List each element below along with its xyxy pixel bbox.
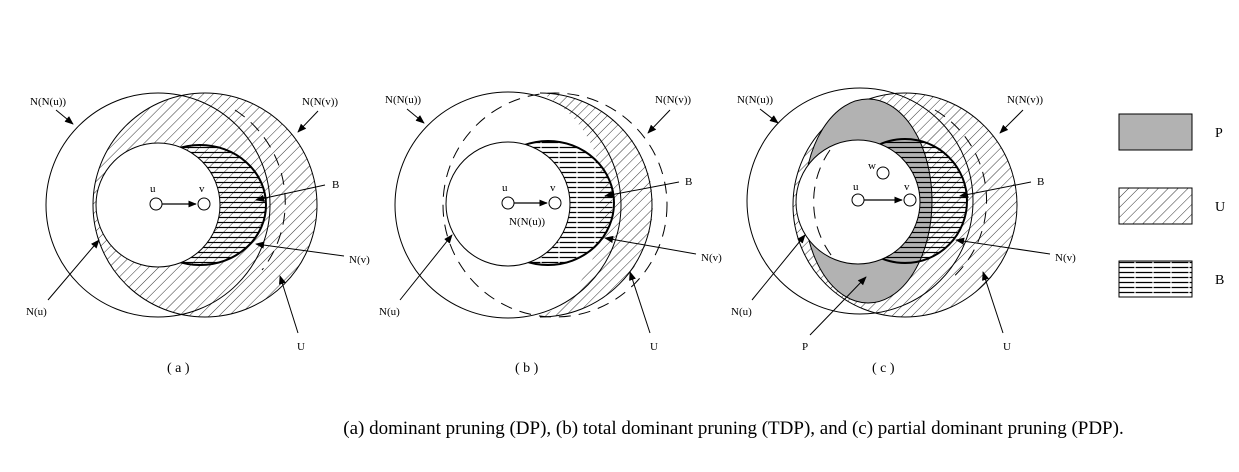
arrow-u [279, 275, 299, 334]
arrow-nnv [297, 110, 319, 133]
node-v [197, 197, 211, 211]
sublabel-c: ( c ) [872, 361, 895, 376]
label-nv: N(v) [701, 252, 722, 264]
arrow-nnu [759, 108, 779, 124]
arrow-b [959, 181, 1032, 198]
arrow-u [629, 271, 651, 334]
sublabel-a: ( a ) [167, 361, 190, 376]
nnv-circle [442, 92, 668, 318]
node-u-label: u [502, 182, 508, 194]
label-b: B [685, 176, 692, 188]
nnv-solid-arc [539, 92, 653, 318]
label-b: B [1037, 176, 1044, 188]
dashed-arc [234, 109, 286, 271]
arrow-b [604, 181, 680, 199]
label-p: P [802, 341, 808, 353]
node-v-label: v [550, 182, 556, 194]
arrow-nv [955, 237, 1051, 255]
label-b: B [332, 179, 339, 191]
arrow-p [809, 276, 867, 336]
label-nu: N(u) [731, 306, 752, 318]
arrow-nu [399, 234, 453, 301]
legend-key-p: P [1215, 126, 1223, 141]
label-nnu-inner: N(N(u)) [509, 216, 545, 228]
arrow-b [255, 184, 326, 202]
dashed-arc-left [813, 149, 836, 261]
arrow-nnu [406, 108, 425, 124]
legend-swatch-p [1118, 113, 1193, 151]
panel-a: u v N(N(u)) N(N(v)) B N(v) N(u) U ( a ) [26, 92, 370, 376]
node-u-label: u [150, 183, 156, 195]
node-w [876, 166, 890, 180]
u-hatch [541, 93, 653, 317]
label-nnu: N(N(u)) [30, 96, 66, 108]
legend-key-b: B [1215, 273, 1224, 288]
label-nv: N(v) [349, 254, 370, 266]
arrow-nu [47, 239, 100, 301]
arrow-nnv [647, 109, 671, 134]
node-v [548, 196, 562, 210]
arrow-nu [751, 234, 806, 301]
arrow-nv [604, 235, 697, 255]
arrow-nv [255, 241, 345, 257]
legend: P U B [1118, 113, 1225, 298]
node-u [501, 196, 515, 210]
label-nnu: N(N(u)) [385, 94, 421, 106]
node-w-label: w [868, 160, 876, 172]
label-nu: N(u) [379, 306, 400, 318]
node-u-label: u [853, 181, 859, 193]
panel-c: w u v N(N(u)) N(N(v)) B N(v) N(u) P U ( … [731, 87, 1076, 376]
label-nnv: N(N(v)) [1007, 94, 1043, 106]
label-nnu: N(N(u)) [737, 94, 773, 106]
panel-b: u v N(N(u)) N(N(u)) N(N(v)) B N(v) N(u) … [379, 91, 722, 376]
node-v-label: v [904, 181, 910, 193]
sublabel-b: ( b ) [515, 361, 539, 376]
label-nnv: N(N(v)) [302, 96, 338, 108]
node-v-label: v [199, 183, 205, 195]
legend-swatch-b [1118, 260, 1193, 298]
figure-caption: (a) dominant pruning (DP), (b) total dom… [343, 418, 1124, 439]
label-u: U [650, 341, 658, 353]
dashed-arc-right [934, 109, 988, 281]
node-u [149, 197, 163, 211]
arrow-nnu [55, 109, 74, 125]
label-u: U [297, 341, 305, 353]
label-nnv: N(N(v)) [655, 94, 691, 106]
arrow-u [982, 271, 1004, 334]
label-u: U [1003, 341, 1011, 353]
legend-swatch-u [1118, 187, 1193, 225]
arrow-nnv [999, 109, 1024, 134]
label-nu: N(u) [26, 306, 47, 318]
label-nv: N(v) [1055, 252, 1076, 264]
node-v [903, 193, 917, 207]
node-u [851, 193, 865, 207]
legend-key-u: U [1215, 200, 1225, 215]
